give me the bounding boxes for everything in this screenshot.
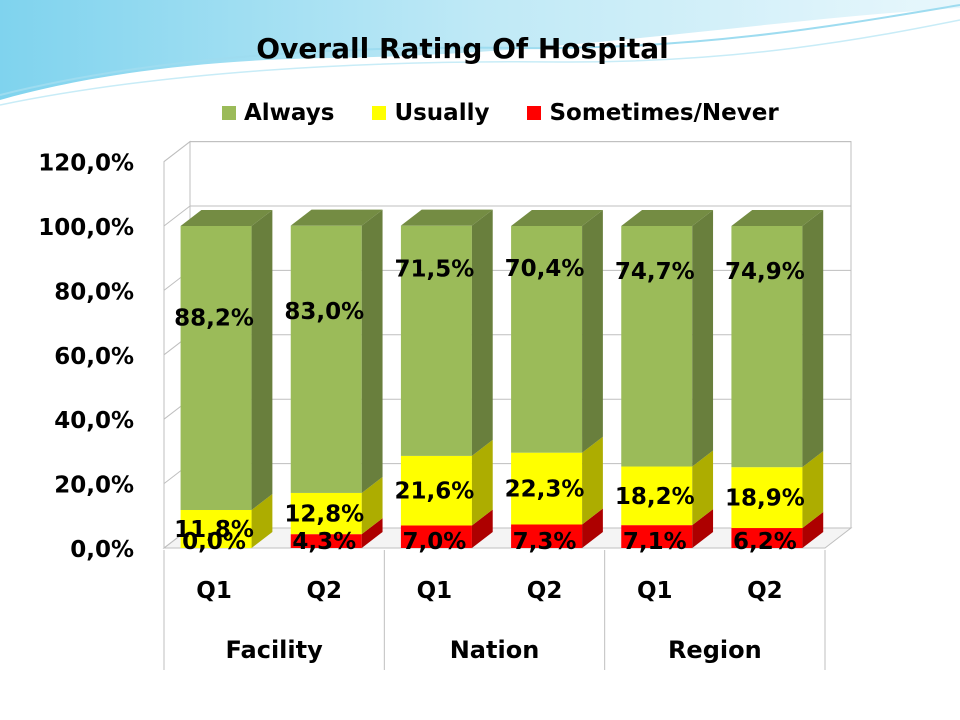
x-tick-label: Q1 <box>637 578 673 604</box>
bar-segment <box>731 226 803 468</box>
data-label: 21,6% <box>395 479 475 505</box>
bar-segment-side <box>251 494 273 548</box>
legend-label-always: Always <box>244 100 335 126</box>
bar-segment <box>511 524 583 548</box>
header-swoosh-decoration <box>0 0 960 106</box>
data-label: 6,2% <box>733 529 797 555</box>
bar-segment <box>290 534 362 548</box>
bar-segment <box>511 226 583 453</box>
data-label: 70,4% <box>505 256 585 282</box>
x-tick-label: Q2 <box>527 578 563 604</box>
bar-segment <box>180 510 252 548</box>
bar-segment-side <box>471 209 493 456</box>
data-label: 22,3% <box>505 477 585 503</box>
bar-segment-side <box>361 476 383 535</box>
gridline <box>163 205 851 227</box>
data-label: 74,9% <box>725 259 805 285</box>
bar-top-face <box>400 209 493 226</box>
bar-segment-side <box>471 509 493 548</box>
gridline <box>163 141 851 162</box>
group-label: Facility <box>226 636 324 664</box>
bar-segment-side <box>692 450 714 526</box>
group-label: Nation <box>450 636 540 664</box>
group-label: Region <box>668 636 762 664</box>
y-tick-label: 100,0% <box>38 215 134 241</box>
bar-segment-side <box>582 508 603 548</box>
bar-segment <box>180 226 252 511</box>
bar-top-face <box>621 210 714 226</box>
x-tick-label: Q2 <box>747 578 783 604</box>
y-tick-label: 120,0% <box>38 151 134 177</box>
data-label: 11,8% <box>174 517 254 543</box>
bar-segment <box>290 492 362 535</box>
legend-swatch-always <box>222 106 236 120</box>
bar-segment <box>400 455 472 526</box>
bar-segment-side <box>692 509 714 548</box>
data-label: 74,7% <box>615 259 695 285</box>
data-label: 83,0% <box>284 299 364 325</box>
data-label: 7,1% <box>623 529 687 555</box>
data-label: 12,8% <box>284 502 364 528</box>
bar-segment <box>731 528 803 548</box>
data-label: 18,9% <box>725 486 805 512</box>
bar-segment-side <box>361 209 383 493</box>
legend-swatch-usually <box>372 106 387 120</box>
y-tick-label: 80,0% <box>54 279 134 305</box>
bar-segment <box>731 467 803 529</box>
data-label: 88,2% <box>174 305 254 331</box>
bar-segment <box>621 226 693 467</box>
bar-segment <box>621 525 693 548</box>
bar-segment <box>511 452 583 525</box>
legend-label-sometimes-never: Sometimes/Never <box>549 100 779 126</box>
y-tick-label: 60,0% <box>54 344 134 370</box>
bar-segment-side <box>802 210 824 468</box>
bar-segment-side <box>361 518 383 548</box>
bar-segment-side <box>802 512 824 548</box>
data-label: 4,3% <box>292 529 356 555</box>
bar-segment-side <box>582 436 603 525</box>
data-label: 71,5% <box>395 256 475 282</box>
bar-segment <box>400 225 472 456</box>
bar-segment-side <box>802 451 824 529</box>
x-tick-label: Q2 <box>306 578 342 604</box>
data-label: 7,0% <box>403 529 467 555</box>
data-label: 18,2% <box>615 484 695 510</box>
data-label: 7,3% <box>513 529 577 555</box>
bar-segment-side <box>251 210 273 511</box>
legend-item-usually: Usually <box>372 100 489 126</box>
legend-label-usually: Usually <box>394 100 490 126</box>
bar-top-face <box>511 210 603 226</box>
bar-top-face <box>731 210 824 226</box>
y-tick-label: 0,0% <box>70 537 134 563</box>
bar-segment-side <box>582 210 603 453</box>
bar-segment-side <box>692 210 714 467</box>
legend-swatch-sometimes-never <box>527 106 542 120</box>
legend-item-sometimes-never: Sometimes/Never <box>527 100 779 126</box>
y-tick-label: 40,0% <box>54 408 134 434</box>
chart-legend: Always Usually Sometimes/Never <box>222 100 779 126</box>
data-label: 0,0% <box>182 529 246 555</box>
x-tick-label: Q1 <box>196 578 232 604</box>
x-tick-label: Q1 <box>417 578 453 604</box>
y-tick-label: 20,0% <box>54 473 134 499</box>
bar-top-face <box>290 209 383 226</box>
bar-segment <box>621 466 693 526</box>
bar-segment <box>400 525 472 548</box>
chart-title: Overall Rating Of Hospital <box>256 32 669 65</box>
bar-top-face <box>180 210 273 226</box>
bar-segment <box>290 225 362 493</box>
legend-item-always: Always <box>222 100 334 126</box>
bar-segment-side <box>471 439 493 526</box>
